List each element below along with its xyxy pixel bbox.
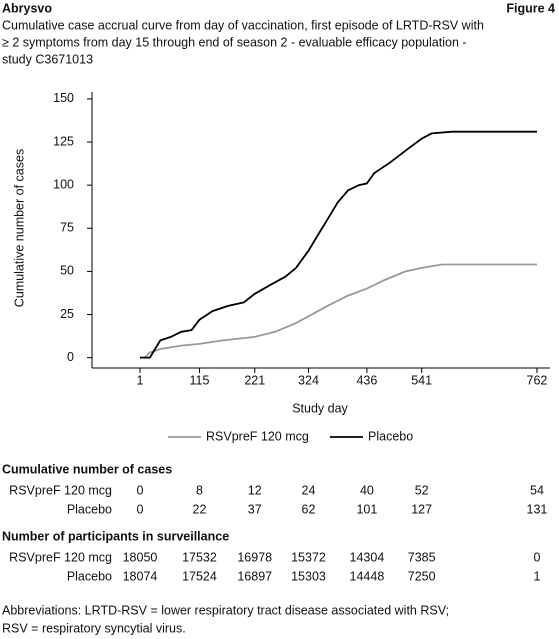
table-cell: 101 <box>356 502 377 516</box>
y-tick-label: 125 <box>53 134 74 148</box>
table-cell: 15303 <box>291 569 326 583</box>
table-cell: 12 <box>248 483 262 497</box>
table-cell: 0 <box>137 502 144 516</box>
table-cell: 18074 <box>123 569 158 583</box>
table-cell: 37 <box>248 502 262 516</box>
chart-title: study C3671013 <box>2 52 93 66</box>
table-cell: 15372 <box>291 550 326 564</box>
footnote: RSV = respiratory syncytial virus. <box>2 621 186 635</box>
row-label: RSVpreF 120 mcg <box>9 550 112 564</box>
y-axis-label: Cumulative number of cases <box>12 149 26 307</box>
table-title: Number of participants in surveillance <box>2 529 229 543</box>
table-cell: 16978 <box>237 550 272 564</box>
series-line <box>140 263 537 359</box>
table-cell: 17532 <box>182 550 217 564</box>
row-label: RSVpreF 120 mcg <box>9 483 112 497</box>
x-tick-label: 1 <box>137 373 144 387</box>
table-cell: 0 <box>137 483 144 497</box>
series-line <box>140 130 537 359</box>
table-title: Cumulative number of cases <box>2 462 172 476</box>
y-tick-label: 50 <box>60 264 74 278</box>
table-cell: 18050 <box>123 550 158 564</box>
legend-label: Placebo <box>368 429 413 443</box>
table-cell: 22 <box>193 502 207 516</box>
chart-title: Cumulative case accrual curve from day o… <box>2 18 484 32</box>
footnote: Abbreviations: LRTD-RSV = lower respirat… <box>2 603 449 617</box>
x-tick-label: 541 <box>411 373 432 387</box>
table-cell: 131 <box>527 502 548 516</box>
table-cell: 7250 <box>408 569 436 583</box>
legend-label: RSVpreF 120 mcg <box>206 429 309 443</box>
table-cell: 8 <box>196 483 203 497</box>
table-cell: 40 <box>360 483 374 497</box>
table-cell: 16897 <box>237 569 272 583</box>
table-cell: 0 <box>533 550 540 564</box>
table-cell: 1 <box>533 569 540 583</box>
x-tick-label: 762 <box>527 373 548 387</box>
table-cell: 52 <box>415 483 429 497</box>
table-cell: 127 <box>411 502 432 516</box>
table-cell: 14304 <box>350 550 385 564</box>
table-cell: 24 <box>302 483 316 497</box>
row-label: Placebo <box>67 502 112 516</box>
table-cell: 54 <box>530 483 544 497</box>
y-tick-label: 0 <box>67 350 74 364</box>
header-right: Figure 4 <box>506 1 555 15</box>
chart-title: ≥ 2 symptoms from day 15 through end of … <box>2 35 467 49</box>
table-cell: 7385 <box>408 550 436 564</box>
y-tick-label: 75 <box>60 221 74 235</box>
y-tick-label: 100 <box>53 177 74 191</box>
y-tick-label: 25 <box>60 307 74 321</box>
header-left: Abrysvo <box>2 1 52 15</box>
x-tick-label: 115 <box>189 373 209 387</box>
table-cell: 17524 <box>182 569 217 583</box>
x-tick-label: 324 <box>298 373 319 387</box>
x-axis-label: Study day <box>292 401 348 415</box>
row-label: Placebo <box>67 569 112 583</box>
table-cell: 14448 <box>350 569 385 583</box>
y-tick-label: 150 <box>53 91 74 105</box>
x-tick-label: 221 <box>244 373 265 387</box>
table-cell: 62 <box>302 502 316 516</box>
x-tick-label: 436 <box>356 373 377 387</box>
